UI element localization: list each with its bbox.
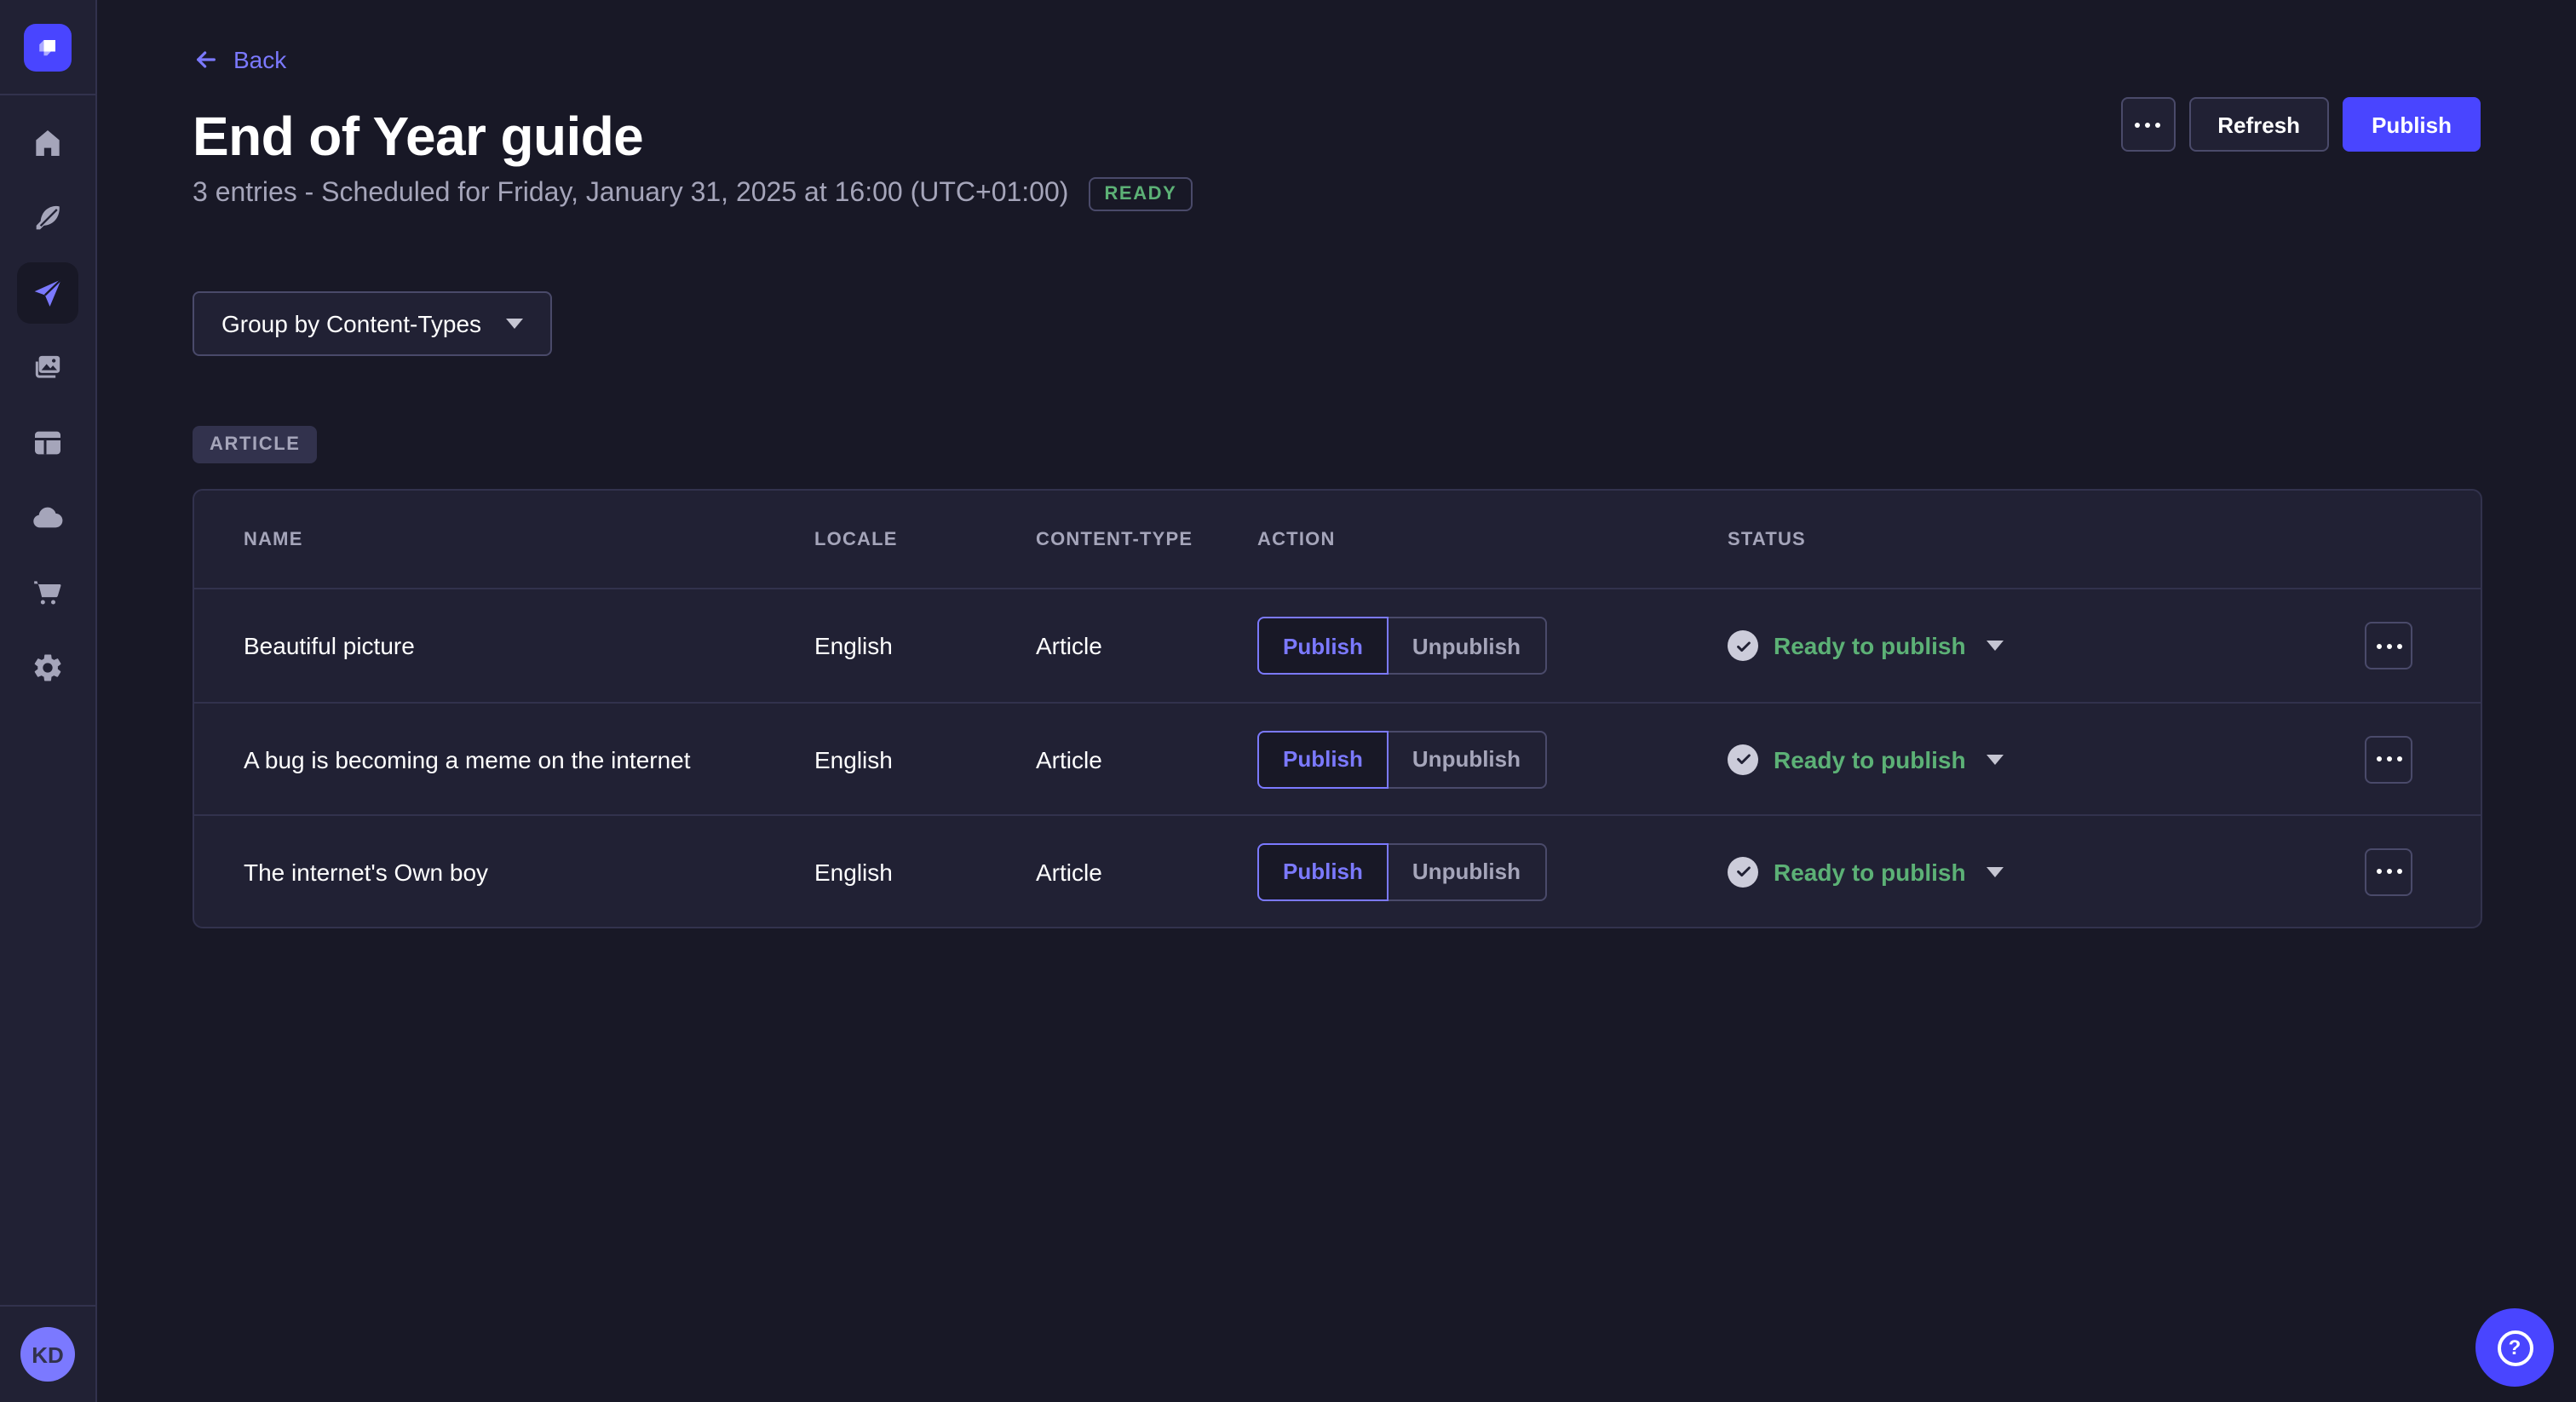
main-content: Back End of Year guide 3 entries - Sched…	[97, 0, 2576, 1402]
sidebar-item-releases[interactable]	[17, 262, 78, 324]
media-library-icon	[35, 355, 60, 378]
sidebar-item-settings[interactable]	[17, 637, 78, 698]
row-publish-button[interactable]: Publish	[1257, 617, 1389, 675]
row-unpublish-button[interactable]: Unpublish	[1386, 842, 1546, 900]
status-dropdown[interactable]: Ready to publish	[1699, 630, 2365, 661]
strapi-logo-icon[interactable]	[24, 23, 72, 71]
check-circle-icon	[1728, 630, 1758, 661]
page-title: End of Year guide	[193, 106, 644, 167]
sidebar: KD	[0, 0, 97, 1402]
entry-content-type: Article	[1036, 745, 1102, 773]
table-header-row: NAME LOCALE CONTENT-TYPE ACTION STATUS	[194, 491, 2481, 589]
sidebar-item-content-manager[interactable]	[17, 187, 78, 249]
more-actions-button[interactable]	[2120, 97, 2176, 152]
home-icon	[36, 130, 60, 156]
entry-name: The internet's Own boy	[244, 858, 489, 885]
action-segmented-control: Publish Unpublish	[1257, 617, 1699, 675]
row-menu-button[interactable]	[2365, 622, 2412, 669]
subtitle-row: 3 entries - Scheduled for Friday, Januar…	[193, 177, 2481, 211]
ellipsis-icon	[2135, 122, 2161, 127]
sidebar-item-media-library[interactable]	[17, 337, 78, 399]
status-label: Ready to publish	[1774, 858, 1966, 885]
action-segmented-control: Publish Unpublish	[1257, 730, 1699, 788]
content-type-group-badge: ARTICLE	[193, 426, 318, 463]
chevron-down-icon	[505, 319, 523, 329]
refresh-button[interactable]: Refresh	[2188, 97, 2330, 152]
row-menu-button[interactable]	[2365, 735, 2412, 783]
check-circle-icon	[1728, 856, 1758, 887]
status-label: Ready to publish	[1774, 745, 1966, 773]
feather-icon	[36, 205, 60, 230]
check-circle-icon	[1728, 744, 1758, 774]
entry-locale: English	[814, 632, 893, 659]
group-by-dropdown[interactable]: Group by Content-Types	[193, 291, 552, 356]
logo-container	[0, 0, 95, 95]
publish-release-button[interactable]: Publish	[2343, 97, 2481, 152]
cart-icon	[34, 581, 61, 605]
entry-locale: English	[814, 745, 893, 773]
column-header-action: ACTION	[1257, 529, 1336, 549]
status-dropdown[interactable]: Ready to publish	[1699, 744, 2365, 774]
column-header-name: NAME	[244, 529, 303, 549]
layout-icon	[35, 431, 60, 455]
question-mark-icon: ?	[2497, 1330, 2533, 1365]
table-row: Beautiful picture English Article Publis…	[194, 589, 2481, 702]
group-by-label: Group by Content-Types	[221, 310, 482, 337]
chevron-down-icon	[1986, 866, 2004, 876]
back-label: Back	[233, 46, 287, 73]
sidebar-footer: KD	[0, 1305, 95, 1402]
entry-name: A bug is becoming a meme on the internet	[244, 745, 691, 773]
row-publish-button[interactable]: Publish	[1257, 842, 1389, 900]
chevron-down-icon	[1986, 641, 2004, 651]
column-header-locale: LOCALE	[814, 529, 898, 549]
status-badge: READY	[1089, 177, 1193, 211]
paper-plane-icon	[34, 279, 62, 307]
column-header-status: STATUS	[1728, 529, 1806, 549]
entry-locale: English	[814, 858, 893, 885]
ellipsis-icon	[2376, 643, 2401, 648]
status-label: Ready to publish	[1774, 632, 1966, 659]
strapi-mark	[39, 39, 55, 55]
sidebar-item-marketplace[interactable]	[17, 562, 78, 623]
chevron-down-icon	[1986, 754, 2004, 764]
ellipsis-icon	[2376, 869, 2401, 874]
row-menu-button[interactable]	[2365, 848, 2412, 895]
back-link[interactable]: Back	[193, 46, 286, 73]
entry-content-type: Article	[1036, 858, 1102, 885]
sidebar-nav	[0, 95, 95, 698]
table-row: The internet's Own boy English Article P…	[194, 814, 2481, 927]
table-row: A bug is becoming a meme on the internet…	[194, 702, 2481, 814]
user-avatar[interactable]: KD	[20, 1327, 75, 1382]
sidebar-item-home[interactable]	[17, 112, 78, 174]
sidebar-item-content-type-builder[interactable]	[17, 412, 78, 474]
entries-table-card: NAME LOCALE CONTENT-TYPE ACTION STATUS B…	[193, 489, 2482, 928]
gear-icon	[34, 654, 61, 681]
help-button[interactable]: ?	[2475, 1308, 2554, 1387]
arrow-left-icon	[197, 51, 216, 68]
row-unpublish-button[interactable]: Unpublish	[1386, 617, 1546, 675]
entry-name: Beautiful picture	[244, 632, 415, 659]
ellipsis-icon	[2376, 756, 2401, 761]
action-segmented-control: Publish Unpublish	[1257, 842, 1699, 900]
header-actions: Refresh Publish	[2120, 97, 2481, 152]
sidebar-item-deploy[interactable]	[17, 487, 78, 549]
status-dropdown[interactable]: Ready to publish	[1699, 856, 2365, 887]
release-subtitle: 3 entries - Scheduled for Friday, Januar…	[193, 179, 1069, 208]
row-publish-button[interactable]: Publish	[1257, 730, 1389, 788]
entry-content-type: Article	[1036, 632, 1102, 659]
row-unpublish-button[interactable]: Unpublish	[1386, 730, 1546, 788]
cloud-icon	[33, 507, 63, 528]
column-header-content-type: CONTENT-TYPE	[1036, 529, 1193, 549]
